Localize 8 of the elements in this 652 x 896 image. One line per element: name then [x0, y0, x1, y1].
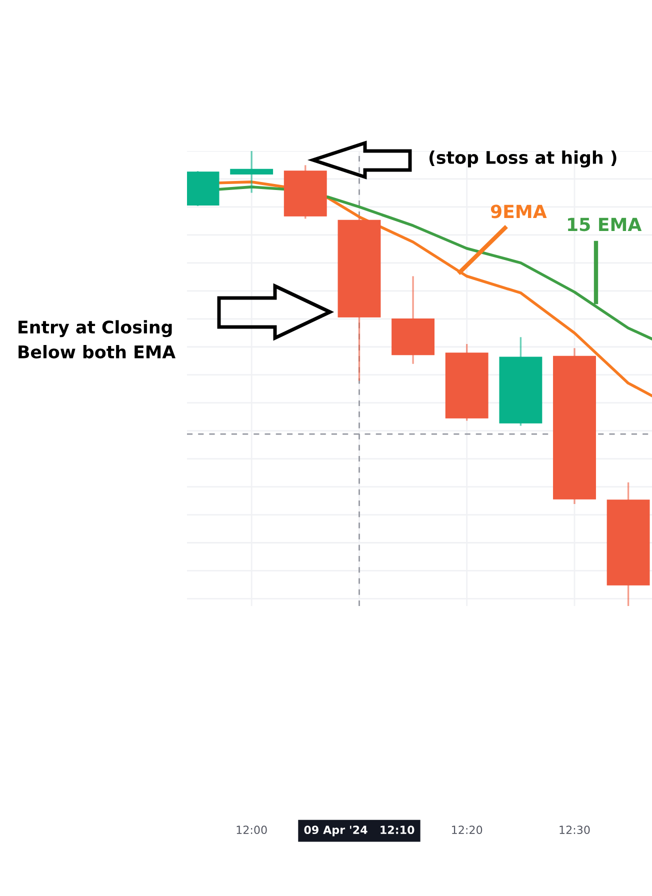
- x-tick-label: 12:30: [560, 826, 590, 834]
- x-tick-label: 09 Apr '24 12:10: [304, 826, 414, 836]
- x-tick-label: 12:00: [236, 826, 267, 834]
- text: 9EMA: [490, 204, 547, 218]
- text: Entry at Closing Below both EMA: [18, 320, 176, 358]
- x-tick-label: 12:20: [452, 826, 482, 834]
- text: 15 EMA: [568, 218, 642, 232]
- annotation: (stop Loss at high ): [429, 150, 616, 168]
